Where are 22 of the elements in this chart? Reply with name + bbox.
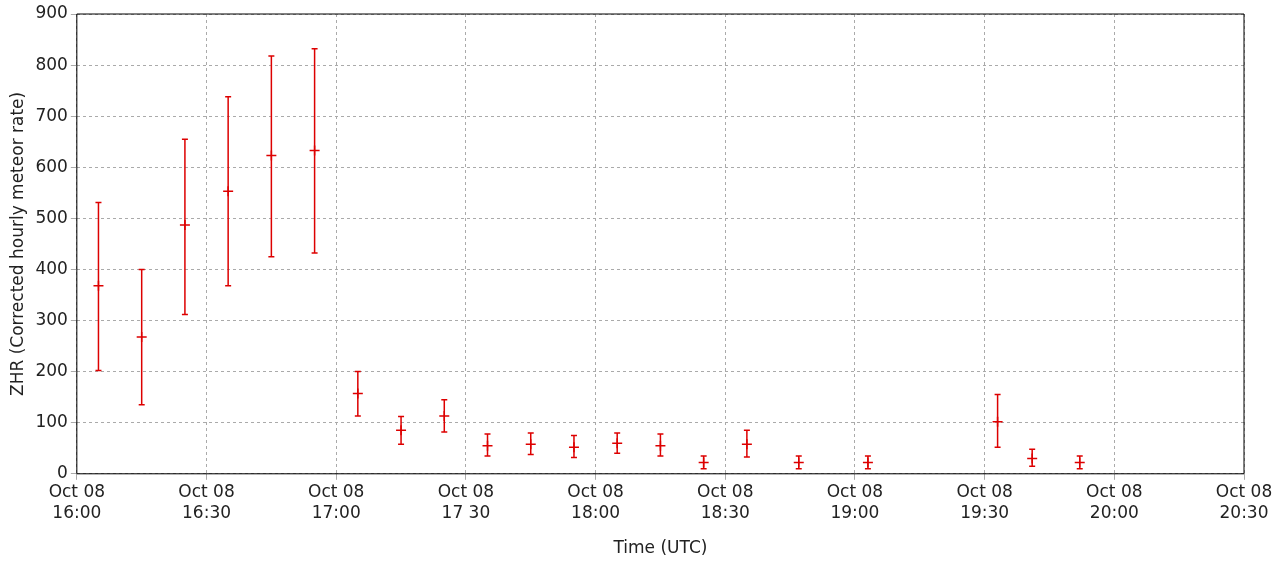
y-axis-title: ZHR (Corrected hourly meteor rate) [6,91,27,397]
y-tick-label: 800 [35,53,68,74]
x-tick-label: Oct 08 16:00 [48,481,106,522]
y-tick-label: 400 [35,257,68,278]
x-tick-label: Oct 08 16:30 [178,481,235,522]
x-tick-label: Oct 08 19:30 [956,481,1013,522]
x-tick-label: Oct 08 17 30 [437,481,495,522]
y-tick-label: 0 [57,462,68,483]
x-axis-title: Time (UTC) [612,537,708,558]
y-tick-label: 300 [35,308,68,329]
y-tick-label: 200 [35,360,68,381]
y-tick-label: 600 [35,155,68,176]
x-tick-label: Oct 08 18:00 [567,481,624,522]
x-tick-label: Oct 08 20:00 [1086,481,1143,522]
y-tick-label: 500 [35,206,68,227]
x-tick-label: Oct 08 19:00 [826,481,884,522]
y-tick-label: 100 [35,411,68,432]
y-tick-label: 700 [35,104,68,125]
y-tick-label: 900 [35,2,68,23]
x-tick-label: Oct 08 17:00 [308,481,365,522]
x-tick-label: Oct 08 18:30 [697,481,754,522]
x-tick-label: Oct 08 20:30 [1215,481,1273,522]
